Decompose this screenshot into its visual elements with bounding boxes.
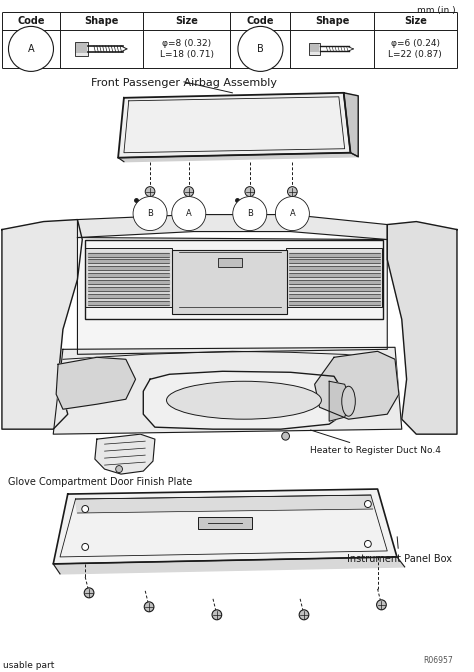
Bar: [85, 247, 173, 307]
Text: Size: Size: [175, 16, 198, 26]
Text: Instrument Panel Box: Instrument Panel Box: [346, 537, 452, 564]
Polygon shape: [289, 294, 380, 298]
Text: Code: Code: [17, 16, 45, 26]
Polygon shape: [53, 489, 397, 564]
Polygon shape: [77, 214, 387, 239]
Polygon shape: [118, 153, 358, 162]
Polygon shape: [344, 93, 358, 157]
Polygon shape: [53, 347, 402, 434]
Circle shape: [245, 187, 255, 197]
Polygon shape: [289, 274, 380, 278]
Text: B: B: [147, 209, 153, 218]
Polygon shape: [289, 267, 380, 270]
Text: Shape: Shape: [84, 16, 119, 26]
Circle shape: [288, 187, 297, 197]
Text: Shape: Shape: [315, 16, 349, 26]
Text: usable part: usable part: [3, 661, 55, 670]
Polygon shape: [88, 253, 169, 257]
Circle shape: [377, 600, 386, 610]
Text: A: A: [290, 209, 295, 218]
Circle shape: [82, 544, 89, 550]
Polygon shape: [88, 259, 169, 263]
Text: R06957: R06957: [423, 656, 453, 665]
Polygon shape: [56, 358, 136, 409]
Circle shape: [299, 610, 309, 620]
Bar: [85, 239, 383, 319]
Polygon shape: [88, 302, 169, 305]
Polygon shape: [95, 434, 155, 474]
Text: Heater to Register Duct No.4: Heater to Register Duct No.4: [310, 430, 441, 455]
Polygon shape: [315, 351, 399, 419]
Bar: [199, 517, 252, 529]
Circle shape: [365, 501, 371, 507]
Polygon shape: [289, 288, 380, 292]
Ellipse shape: [342, 386, 356, 416]
Circle shape: [145, 187, 155, 197]
Polygon shape: [88, 280, 169, 284]
Polygon shape: [289, 253, 380, 257]
Text: Front Passenger Airbag Assembly: Front Passenger Airbag Assembly: [91, 78, 277, 88]
Circle shape: [282, 432, 290, 440]
Polygon shape: [289, 302, 380, 305]
Polygon shape: [88, 288, 169, 292]
Bar: [74, 42, 88, 56]
Polygon shape: [75, 495, 373, 513]
Ellipse shape: [166, 381, 321, 419]
Text: φ=6 (0.24)
L=22 (0.87): φ=6 (0.24) L=22 (0.87): [389, 38, 442, 59]
Circle shape: [116, 466, 122, 472]
Text: B: B: [257, 44, 264, 54]
Text: A: A: [186, 209, 191, 218]
Polygon shape: [88, 274, 169, 278]
Text: Size: Size: [404, 16, 427, 26]
Bar: [286, 247, 383, 307]
Polygon shape: [88, 294, 169, 298]
Polygon shape: [88, 267, 169, 270]
Polygon shape: [2, 220, 82, 429]
Bar: [309, 43, 320, 55]
Polygon shape: [387, 222, 457, 434]
Circle shape: [365, 540, 371, 548]
Polygon shape: [53, 557, 405, 574]
Text: φ=8 (0.32)
L=18 (0.71): φ=8 (0.32) L=18 (0.71): [160, 38, 214, 59]
Bar: [173, 249, 287, 314]
Text: mm (in.): mm (in.): [418, 6, 456, 15]
Polygon shape: [289, 259, 380, 263]
Text: Glove Compartment Door Finish Plate: Glove Compartment Door Finish Plate: [8, 477, 192, 487]
Circle shape: [144, 602, 154, 612]
Circle shape: [82, 505, 89, 513]
Circle shape: [212, 610, 222, 620]
Circle shape: [84, 588, 94, 598]
Text: A: A: [27, 44, 34, 54]
Text: Code: Code: [246, 16, 274, 26]
Text: B: B: [247, 209, 253, 218]
Circle shape: [184, 187, 193, 197]
Bar: [218, 257, 242, 267]
Polygon shape: [329, 381, 350, 421]
Polygon shape: [289, 280, 380, 284]
Polygon shape: [118, 93, 350, 158]
Polygon shape: [77, 237, 387, 354]
Polygon shape: [143, 372, 344, 429]
